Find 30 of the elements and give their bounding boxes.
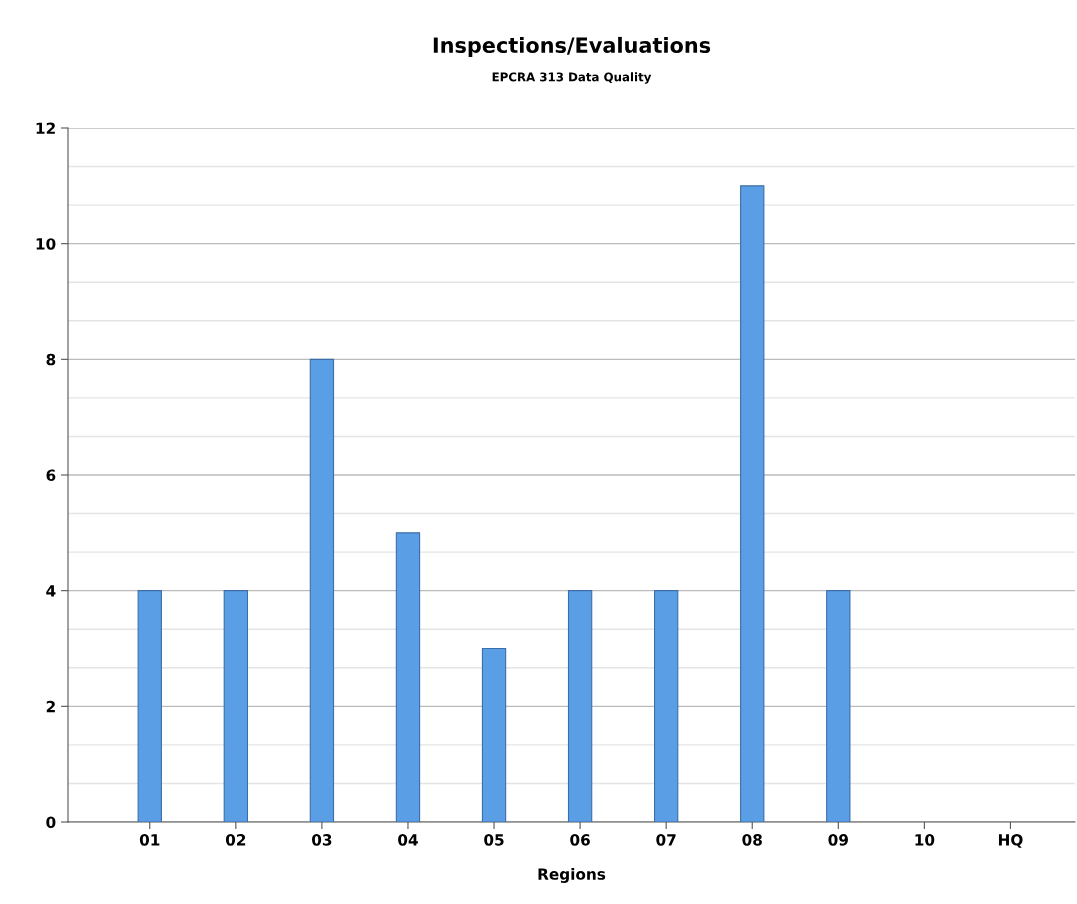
x-tick-label: HQ xyxy=(998,834,1023,848)
y-tick-label: 12 xyxy=(36,122,55,134)
chart-subtitle: EPCRA 313 Data Quality xyxy=(492,72,652,84)
y-tick-label: 4 xyxy=(46,585,56,597)
y-tick-label: 8 xyxy=(46,353,56,366)
x-tick-label: 04 xyxy=(398,834,418,846)
y-tick-label: 6 xyxy=(46,469,56,482)
x-axis-title: Regions xyxy=(538,868,606,883)
x-tick-label: 02 xyxy=(225,834,246,846)
bar xyxy=(740,185,765,822)
x-tick-label: 03 xyxy=(312,834,332,846)
x-tick-label: 05 xyxy=(484,834,504,846)
bar xyxy=(654,590,679,822)
x-tick-label: 01 xyxy=(139,834,160,846)
x-tick-label: 08 xyxy=(742,834,762,846)
bar xyxy=(223,590,249,822)
x-tick-label: 10 xyxy=(915,834,935,846)
x-tick-label: 07 xyxy=(656,834,676,846)
bar xyxy=(567,590,593,822)
bar xyxy=(481,647,507,822)
y-tick-label: 10 xyxy=(36,238,56,250)
y-tick-label: 0 xyxy=(46,816,56,829)
bar xyxy=(309,358,335,822)
y-tick-label: 2 xyxy=(46,700,55,713)
x-tick-label: 09 xyxy=(828,834,848,846)
chart-title: Inspections/Evaluations xyxy=(433,36,711,58)
x-tick-label: 06 xyxy=(570,834,590,846)
bar xyxy=(137,590,162,822)
bar xyxy=(826,590,851,822)
bar xyxy=(395,532,421,822)
